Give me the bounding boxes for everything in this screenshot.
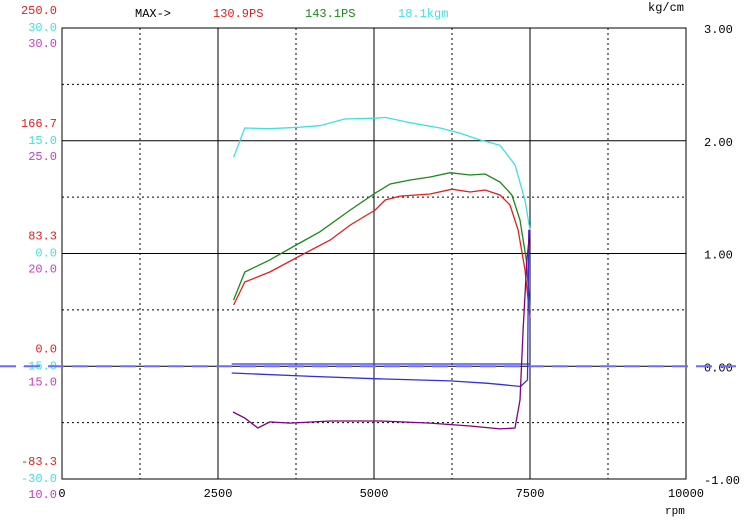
series-line bbox=[232, 229, 531, 430]
series-line bbox=[232, 116, 531, 231]
series-line bbox=[231, 229, 530, 388]
y-tick-label: 30.0 bbox=[28, 21, 57, 35]
y-tick-label: 20.0 bbox=[28, 263, 57, 277]
x-tick-label: 5000 bbox=[360, 487, 389, 501]
plot-frame bbox=[61, 27, 687, 480]
x-axis-label: rpm bbox=[665, 506, 685, 518]
y-tick-label: -83.3 bbox=[21, 455, 57, 469]
y-tick-label: 0.0 bbox=[35, 247, 57, 261]
y-tick-label: 25.0 bbox=[28, 150, 57, 164]
y-tick-label: 15.0 bbox=[28, 134, 57, 148]
y-tick-label: 166.7 bbox=[21, 117, 57, 131]
x-tick-label: 10000 bbox=[668, 487, 704, 501]
y-tick-label: 83.3 bbox=[28, 230, 57, 244]
y-tick-label: 250.0 bbox=[21, 4, 57, 18]
max-label: 130.9PS bbox=[213, 7, 263, 21]
max-prefix: MAX-> bbox=[135, 7, 171, 21]
y-tick-label: -30.0 bbox=[21, 472, 57, 486]
x-tick-label: 7500 bbox=[516, 487, 545, 501]
y2-tick-label: 3.00 bbox=[704, 23, 733, 37]
y-tick-label: 10.0 bbox=[28, 488, 57, 502]
y-tick-label: 0.0 bbox=[35, 342, 57, 356]
y2-tick-label: 0.00 bbox=[704, 361, 733, 375]
y2-tick-label: 1.00 bbox=[704, 249, 733, 263]
y2-axis-label: kg/cm bbox=[648, 1, 684, 15]
series-line bbox=[232, 172, 531, 311]
x-tick-label: 2500 bbox=[204, 487, 233, 501]
series-line bbox=[233, 188, 531, 319]
y2-tick-label: -1.00 bbox=[704, 474, 740, 488]
y2-tick-label: 2.00 bbox=[704, 136, 733, 150]
x-tick-label: 0 bbox=[58, 487, 65, 501]
y-tick-label: 30.0 bbox=[28, 37, 57, 51]
max-label: 143.1PS bbox=[305, 7, 355, 21]
y-tick-label: 15.0 bbox=[28, 375, 57, 389]
max-label: 18.1kgm bbox=[398, 7, 448, 21]
